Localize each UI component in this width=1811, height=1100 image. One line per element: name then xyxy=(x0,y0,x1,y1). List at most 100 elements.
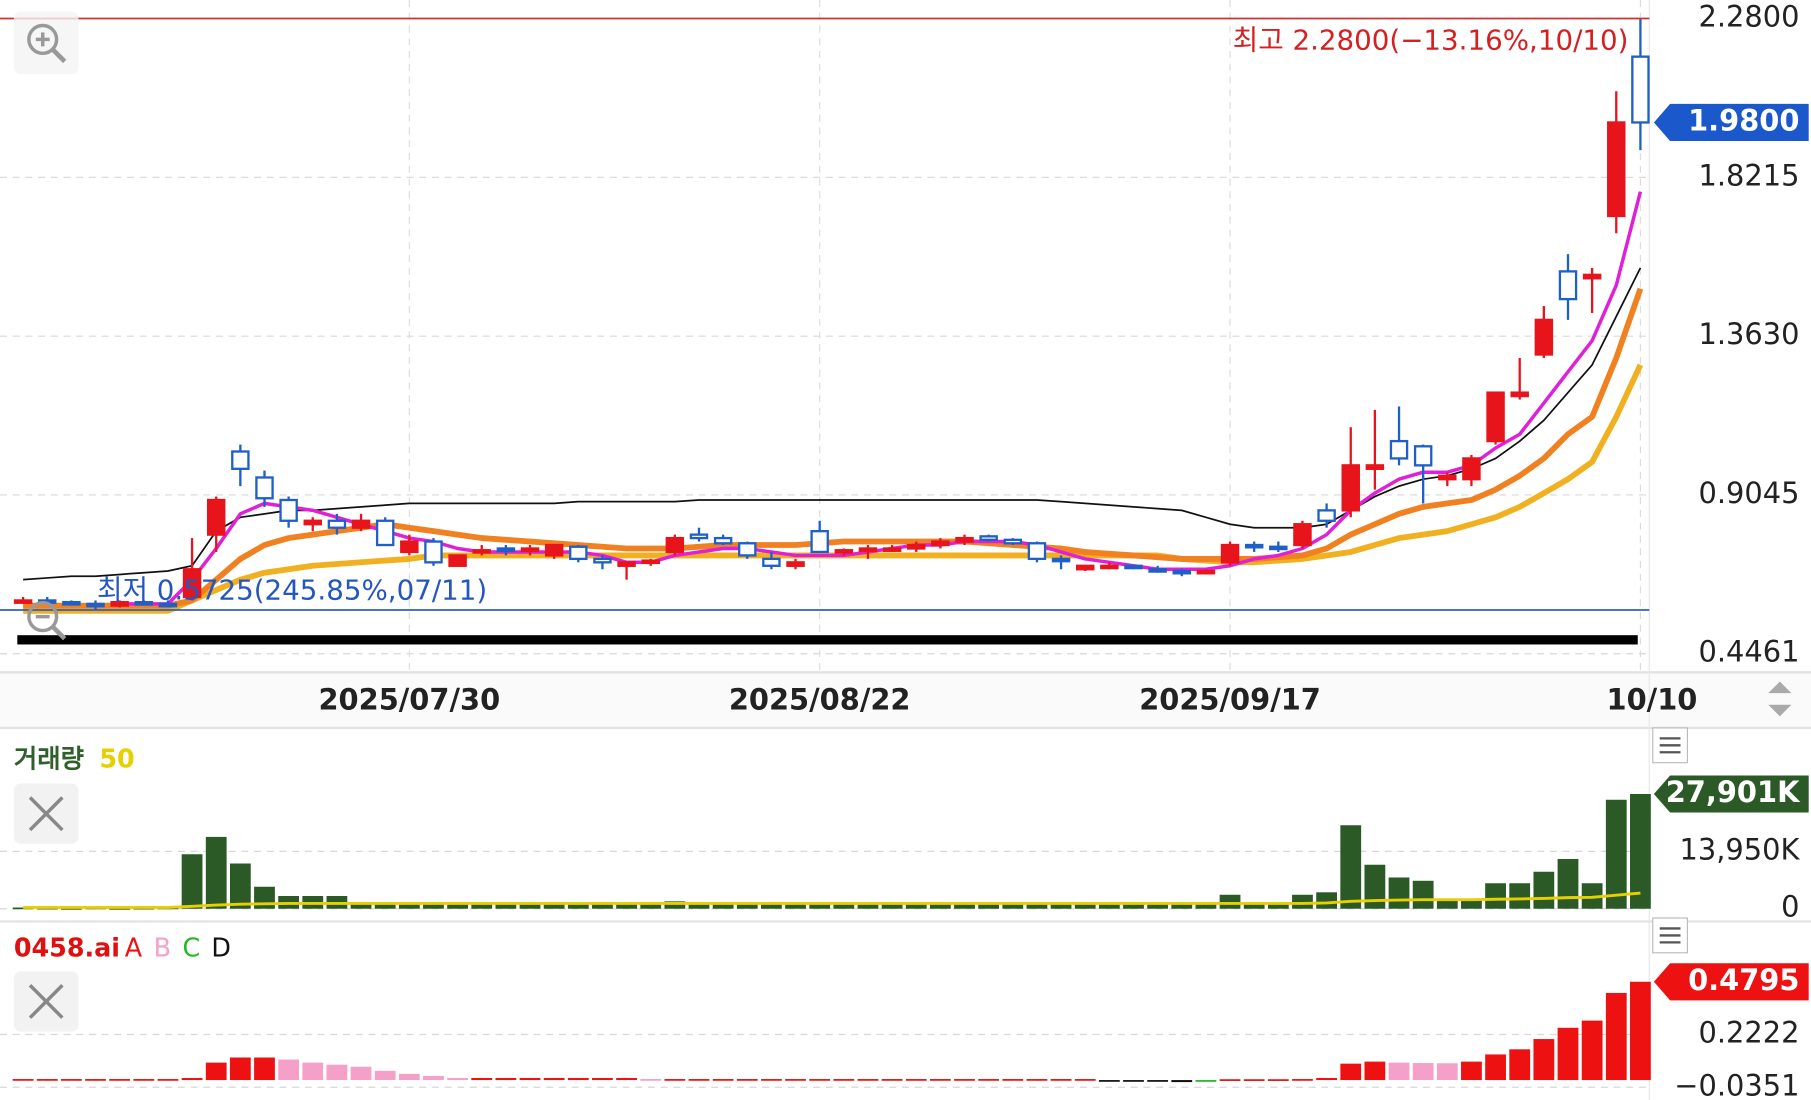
icon[interactable] xyxy=(51,625,67,641)
candle-body xyxy=(62,601,81,606)
bar xyxy=(592,902,613,909)
bar xyxy=(1605,799,1627,909)
candle-body xyxy=(810,530,829,554)
legend-entry: D xyxy=(211,933,231,963)
bar xyxy=(519,1078,541,1081)
candle-body xyxy=(569,545,588,561)
bar xyxy=(374,902,396,909)
bar xyxy=(1461,1061,1482,1081)
overlay-bar xyxy=(17,635,1638,645)
bar xyxy=(1412,880,1434,909)
legend-entry: A xyxy=(125,933,143,963)
candle-body xyxy=(834,549,854,554)
bar xyxy=(350,902,372,909)
bar xyxy=(423,902,444,909)
bar xyxy=(736,1079,758,1081)
icon[interactable] xyxy=(1768,704,1792,717)
button-bg[interactable] xyxy=(13,11,79,75)
icon[interactable] xyxy=(27,601,59,633)
bar xyxy=(229,1057,251,1081)
candle-body xyxy=(279,498,298,522)
bar xyxy=(905,902,927,909)
indicator-menu-button[interactable] xyxy=(1652,917,1688,954)
candle-body xyxy=(1244,543,1264,549)
bar xyxy=(1509,883,1531,909)
bar xyxy=(978,1079,1000,1081)
bar xyxy=(205,836,227,909)
bar xyxy=(1026,902,1048,909)
close-indicator-button[interactable] xyxy=(13,971,79,1032)
y-tick-label: 1.8215 xyxy=(1698,158,1799,192)
y-tick-label: −0.0351 xyxy=(1674,1068,1799,1100)
zoom-in-button[interactable] xyxy=(13,11,79,75)
bar xyxy=(471,1078,493,1081)
icon[interactable] xyxy=(1659,737,1681,754)
candle-body xyxy=(907,543,926,550)
icon[interactable] xyxy=(1659,927,1681,944)
bar xyxy=(857,1079,879,1081)
bar xyxy=(616,1078,637,1081)
scroll-arrows[interactable] xyxy=(1768,681,1792,717)
candle-body xyxy=(206,498,226,536)
candle-body xyxy=(496,547,516,552)
bar xyxy=(1219,894,1241,909)
bar xyxy=(1243,1079,1265,1081)
icon[interactable] xyxy=(28,984,64,1019)
icon[interactable] xyxy=(1768,681,1792,694)
bar xyxy=(954,1079,975,1081)
candle-body xyxy=(1051,557,1071,563)
candle-body xyxy=(1172,569,1192,575)
bar xyxy=(712,1079,734,1081)
bar xyxy=(1171,902,1193,909)
current-value-label: 27,901K xyxy=(1666,775,1801,809)
bar xyxy=(1147,902,1169,909)
bar xyxy=(181,854,203,909)
candle-body xyxy=(544,543,564,557)
moving-average-line xyxy=(119,191,1643,606)
candle-body xyxy=(110,601,129,607)
bar xyxy=(688,1079,710,1081)
candle-body xyxy=(1558,270,1578,301)
bar xyxy=(447,1078,468,1081)
candle-body xyxy=(1075,564,1095,571)
icon[interactable] xyxy=(51,48,67,64)
candle-body xyxy=(1148,568,1167,573)
bar xyxy=(809,902,831,909)
candle-body xyxy=(448,554,467,567)
candle-body xyxy=(472,549,491,554)
bar xyxy=(1292,1079,1313,1081)
icon[interactable] xyxy=(28,796,64,832)
current-price-label: 1.9800 xyxy=(1688,103,1799,137)
bar xyxy=(36,1079,58,1081)
bar xyxy=(495,902,517,909)
bar xyxy=(1436,1063,1458,1081)
close-volume-button[interactable] xyxy=(13,783,79,844)
bar xyxy=(471,902,493,909)
low-annotation: 최저 0.5725(245.85%,07/11) xyxy=(97,573,487,606)
bar xyxy=(302,1062,324,1081)
high-annotation: 최고 2.2800(−13.16%,10/10) xyxy=(1233,24,1629,57)
bar xyxy=(1316,892,1337,909)
candle-body xyxy=(1100,564,1119,570)
panel-title: 0458.ai xyxy=(14,933,120,963)
bar xyxy=(1123,1080,1144,1082)
bar xyxy=(1195,1080,1217,1082)
bar xyxy=(543,1078,565,1081)
candle-body xyxy=(13,599,33,604)
bar xyxy=(761,902,782,909)
bar xyxy=(640,1079,662,1081)
candle-body xyxy=(858,547,878,552)
bar xyxy=(905,1079,927,1081)
bar xyxy=(1074,902,1096,909)
bar xyxy=(85,1079,106,1081)
candle-body xyxy=(762,557,781,567)
bar xyxy=(254,1057,275,1081)
bar xyxy=(592,1078,613,1081)
zoom-out-button[interactable] xyxy=(27,601,67,641)
y-tick-label: 0 xyxy=(1781,890,1799,924)
volume-menu-button[interactable] xyxy=(1652,727,1688,764)
icon[interactable] xyxy=(27,23,59,56)
candle-body xyxy=(1269,545,1288,551)
bar xyxy=(1557,858,1579,909)
